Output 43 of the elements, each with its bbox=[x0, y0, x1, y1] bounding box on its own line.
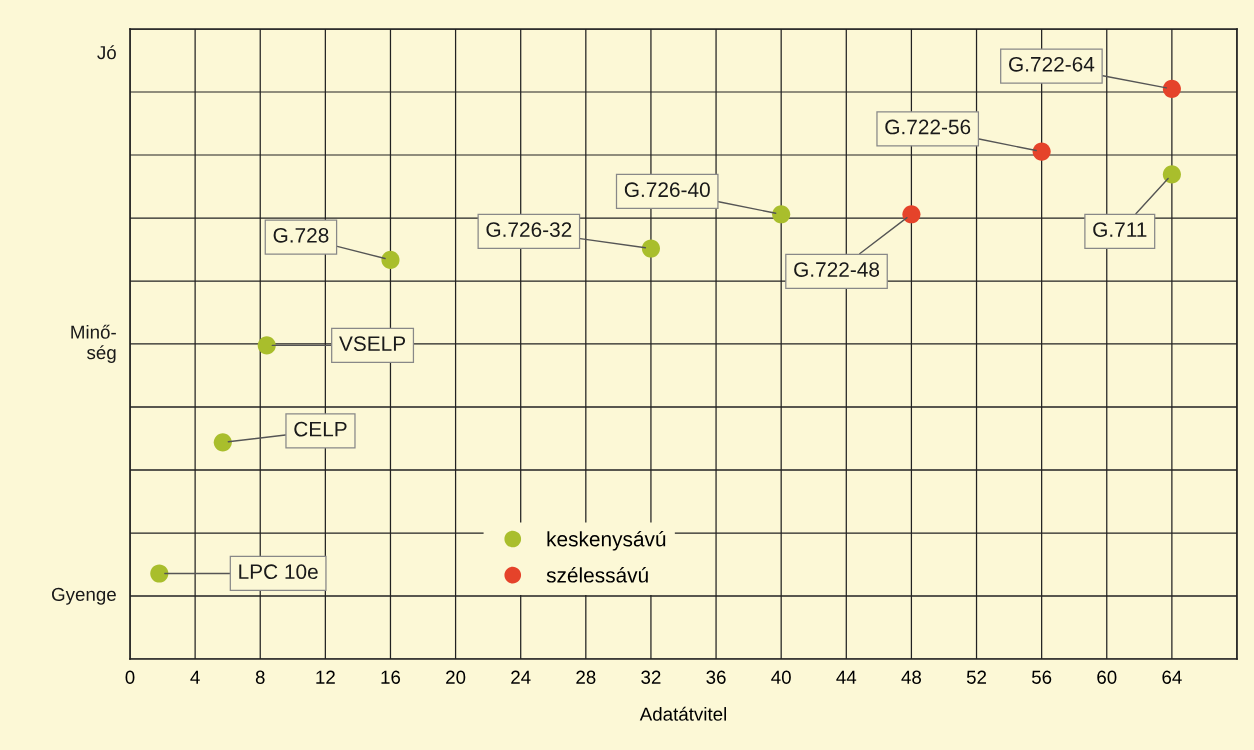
x-tick-label: 0 bbox=[125, 670, 135, 684]
x-tick-label: 20 bbox=[446, 670, 466, 684]
annotation: LPC 10e bbox=[239, 564, 318, 580]
annotation: G.722-56 bbox=[885, 119, 971, 135]
x-tick-label: 32 bbox=[641, 670, 661, 684]
point bbox=[257, 336, 276, 355]
annotation: G.722-48 bbox=[794, 262, 880, 277]
x-tick-label: 48 bbox=[901, 670, 922, 684]
x-tick-label: 60 bbox=[1097, 670, 1117, 684]
x-tick-label: 56 bbox=[1031, 670, 1052, 684]
point bbox=[150, 564, 169, 583]
x-tick-label: 40 bbox=[771, 670, 791, 684]
legend-label: szélessávú bbox=[546, 567, 648, 583]
x-tick-label: 52 bbox=[966, 670, 987, 684]
x-tick-label: 8 bbox=[255, 670, 265, 684]
x-tick-label: 36 bbox=[706, 670, 726, 684]
text: Jó bbox=[97, 45, 116, 60]
legend-label: keskenysávú bbox=[547, 530, 666, 551]
x-tick-label: 28 bbox=[576, 670, 596, 684]
text: Minő- ség bbox=[71, 324, 116, 363]
annotation: G.726-40 bbox=[624, 182, 710, 198]
x-tick-label: 64 bbox=[1162, 670, 1182, 684]
point bbox=[1162, 79, 1181, 98]
x-tick-label: 24 bbox=[511, 670, 531, 684]
point bbox=[1032, 142, 1051, 161]
x-tick-label: 16 bbox=[381, 670, 401, 684]
point bbox=[1162, 165, 1181, 184]
x-axis-title: Adatátvitel bbox=[639, 706, 727, 721]
point bbox=[381, 250, 400, 269]
annotation: G.726-32 bbox=[486, 222, 572, 237]
annotation: G.711 bbox=[1093, 222, 1147, 237]
point bbox=[213, 433, 232, 452]
x-tick-label: 44 bbox=[836, 670, 857, 684]
point bbox=[641, 239, 660, 258]
annotation: VSELP bbox=[339, 336, 406, 352]
x-tick-label: 4 bbox=[190, 670, 200, 684]
text: Gyenge bbox=[51, 587, 116, 605]
annotation: G.728 bbox=[273, 227, 329, 243]
point bbox=[772, 205, 791, 224]
point bbox=[902, 205, 921, 224]
annotation: G.722-64 bbox=[1009, 56, 1095, 72]
x-tick-label: 12 bbox=[316, 670, 335, 684]
annotation: CELP bbox=[294, 421, 347, 437]
